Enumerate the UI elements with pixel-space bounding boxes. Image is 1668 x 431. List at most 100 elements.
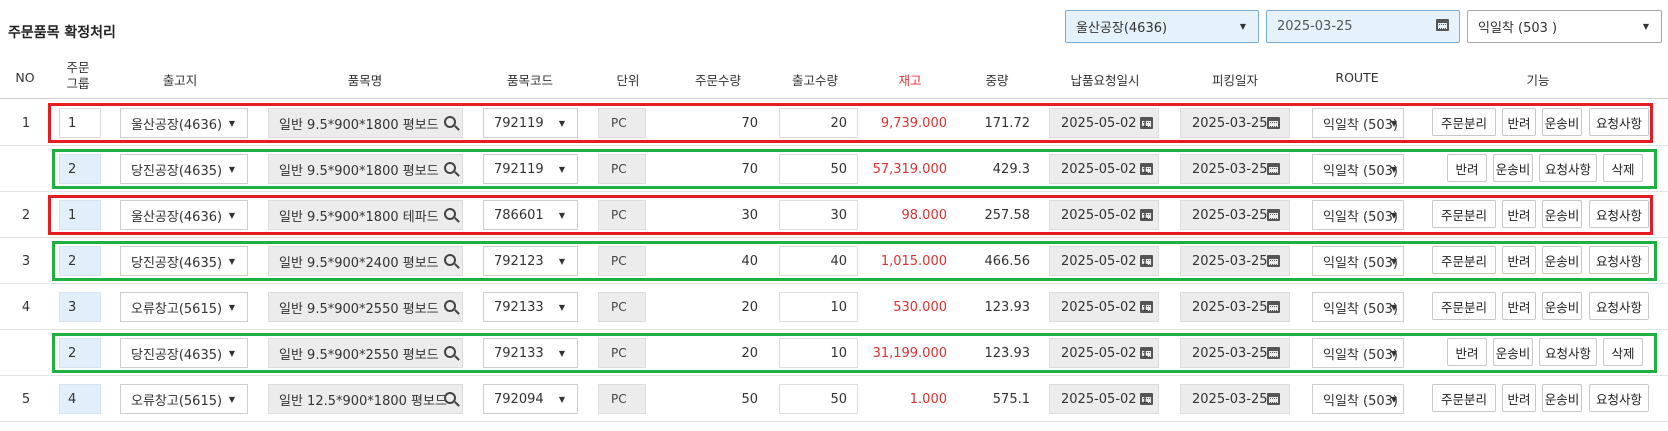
reject-button[interactable]: 반려	[1502, 292, 1536, 320]
request-button[interactable]: 요청사항	[1539, 154, 1597, 182]
item-name-field[interactable]: 일반 9.5*900*1800 테파드	[268, 200, 463, 230]
calendar-icon[interactable]	[1140, 347, 1153, 359]
search-icon[interactable]	[444, 208, 456, 220]
ship-qty-input[interactable]: 10	[779, 338, 858, 368]
item-code-select[interactable]: 792119 ▼	[483, 108, 578, 138]
warehouse-select[interactable]: 당진공장(4635) ▼	[120, 338, 248, 368]
picking-date-field[interactable]: 2025-03-25	[1180, 338, 1290, 368]
ship-qty-input[interactable]: 10	[779, 292, 858, 322]
request-button[interactable]: 요청사항	[1589, 384, 1649, 412]
group-field[interactable]: 3	[59, 292, 101, 322]
reject-button[interactable]: 반려	[1502, 246, 1536, 274]
item-code-select[interactable]: 792133 ▼	[483, 338, 578, 368]
calendar-icon[interactable]	[1267, 209, 1280, 221]
calendar-icon[interactable]	[1267, 301, 1280, 313]
warehouse-select[interactable]: 울산공장(4636) ▼	[120, 108, 248, 138]
warehouse-select[interactable]: 당진공장(4635) ▼	[120, 246, 248, 276]
delivery-date-field[interactable]: 2025-05-02 1	[1049, 338, 1159, 368]
calendar-icon[interactable]	[1140, 255, 1153, 267]
route-select[interactable]: 익일착 (503 ) ▼	[1467, 10, 1662, 43]
delete-button[interactable]: 삭제	[1603, 338, 1643, 366]
delivery-date-field[interactable]: 2025-05-02 1	[1049, 108, 1159, 138]
group-field[interactable]: 1	[59, 108, 101, 138]
ship-qty-input[interactable]: 20	[779, 108, 858, 138]
calendar-icon[interactable]	[1140, 163, 1153, 175]
item-code-select[interactable]: 792119 ▼	[483, 154, 578, 184]
split-order-button[interactable]: 주문분리	[1432, 246, 1496, 274]
reject-button[interactable]: 반려	[1502, 200, 1536, 228]
ship-qty-input[interactable]: 30	[779, 200, 858, 230]
request-button[interactable]: 요청사항	[1589, 108, 1649, 136]
item-name-field[interactable]: 일반 9.5*900*2550 평보드	[268, 338, 463, 368]
reject-button[interactable]: 반려	[1447, 154, 1487, 182]
split-order-button[interactable]: 주문분리	[1432, 108, 1496, 136]
calendar-icon[interactable]	[1267, 117, 1280, 129]
reject-button[interactable]: 반려	[1502, 384, 1536, 412]
picking-date-field[interactable]: 2025-03-25	[1180, 246, 1290, 276]
search-icon[interactable]	[444, 254, 456, 266]
route-cell-select[interactable]: 익일착 (503) ▼	[1312, 292, 1404, 322]
calendar-icon[interactable]	[1140, 393, 1153, 405]
calendar-icon[interactable]	[1267, 255, 1280, 267]
freight-button[interactable]: 운송비	[1493, 154, 1533, 182]
delivery-date-field[interactable]: 2025-05-02 1	[1049, 154, 1159, 184]
split-order-button[interactable]: 주문분리	[1432, 292, 1496, 320]
split-order-button[interactable]: 주문분리	[1432, 384, 1496, 412]
plant-select[interactable]: 울산공장(4636) ▼	[1065, 10, 1259, 43]
freight-button[interactable]: 운송비	[1542, 200, 1582, 228]
ship-qty-input[interactable]: 50	[779, 154, 858, 184]
delivery-date-field[interactable]: 2025-05-02 1	[1049, 200, 1159, 230]
freight-button[interactable]: 운송비	[1542, 246, 1582, 274]
item-name-field[interactable]: 일반 9.5*900*1800 평보드	[268, 108, 463, 138]
calendar-icon[interactable]	[1140, 209, 1153, 221]
delivery-date-field[interactable]: 2025-05-02 1	[1049, 246, 1159, 276]
delivery-date-field[interactable]: 2025-05-02 1	[1049, 384, 1159, 414]
ship-qty-input[interactable]: 50	[779, 384, 858, 414]
picking-date-field[interactable]: 2025-03-25	[1180, 384, 1290, 414]
picking-date-field[interactable]: 2025-03-25	[1180, 200, 1290, 230]
request-button[interactable]: 요청사항	[1589, 246, 1649, 274]
item-name-field[interactable]: 일반 9.5*900*2550 평보드	[268, 292, 463, 322]
request-button[interactable]: 요청사항	[1589, 292, 1649, 320]
request-button[interactable]: 요청사항	[1589, 200, 1649, 228]
route-cell-select[interactable]: 익일착 (503) ▼	[1312, 338, 1404, 368]
group-field[interactable]: 1	[59, 200, 101, 230]
group-field[interactable]: 2	[59, 338, 101, 368]
item-name-field[interactable]: 일반 9.5*900*2400 평보드	[268, 246, 463, 276]
item-name-field[interactable]: 일반 12.5*900*1800 평보드	[268, 384, 463, 414]
freight-button[interactable]: 운송비	[1542, 292, 1582, 320]
search-icon[interactable]	[444, 300, 456, 312]
search-icon[interactable]	[444, 162, 456, 174]
warehouse-select[interactable]: 울산공장(4636) ▼	[120, 200, 248, 230]
group-field[interactable]: 4	[59, 384, 101, 414]
reject-button[interactable]: 반려	[1447, 338, 1487, 366]
request-button[interactable]: 요청사항	[1539, 338, 1597, 366]
search-icon[interactable]	[444, 116, 456, 128]
picking-date-field[interactable]: 2025-03-25	[1180, 154, 1290, 184]
picking-date-field[interactable]: 2025-03-25	[1180, 108, 1290, 138]
item-code-select[interactable]: 792133 ▼	[483, 292, 578, 322]
freight-button[interactable]: 운송비	[1542, 384, 1582, 412]
calendar-icon[interactable]	[1267, 163, 1280, 175]
date-field[interactable]: 2025-03-25	[1266, 10, 1460, 43]
item-code-select[interactable]: 792094 ▼	[483, 384, 578, 414]
calendar-icon[interactable]	[1267, 347, 1280, 359]
delivery-date-field[interactable]: 2025-05-02 1	[1049, 292, 1159, 322]
ship-qty-input[interactable]: 40	[779, 246, 858, 276]
search-icon[interactable]	[444, 346, 456, 358]
group-field[interactable]: 2	[59, 154, 101, 184]
warehouse-select[interactable]: 오류창고(5615) ▼	[120, 292, 248, 322]
route-cell-select[interactable]: 익일착 (503) ▼	[1312, 108, 1404, 138]
item-code-select[interactable]: 792123 ▼	[483, 246, 578, 276]
route-cell-select[interactable]: 익일착 (503) ▼	[1312, 154, 1404, 184]
warehouse-select[interactable]: 당진공장(4635) ▼	[120, 154, 248, 184]
calendar-icon[interactable]	[1267, 393, 1280, 405]
search-icon[interactable]	[444, 392, 456, 404]
route-cell-select[interactable]: 익일착 (503) ▼	[1312, 246, 1404, 276]
item-name-field[interactable]: 일반 9.5*900*1800 평보드	[268, 154, 463, 184]
item-code-select[interactable]: 786601 ▼	[483, 200, 578, 230]
group-field[interactable]: 2	[59, 246, 101, 276]
reject-button[interactable]: 반려	[1502, 108, 1536, 136]
warehouse-select[interactable]: 오류창고(5615) ▼	[120, 384, 248, 414]
calendar-icon[interactable]	[1140, 117, 1153, 129]
